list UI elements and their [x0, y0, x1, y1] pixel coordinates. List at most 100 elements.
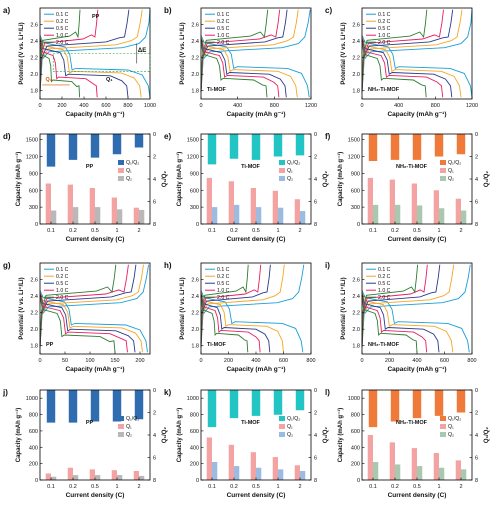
bar-ratio [90, 134, 100, 158]
bar-q1 [272, 190, 278, 224]
annotation-delta-e: ΔE [138, 48, 146, 54]
sample-title: NH₂-Ti-MOF [368, 342, 400, 348]
y-tick-label: 2.4 [352, 39, 360, 45]
charge-curve-0.1C [361, 264, 471, 348]
legend-swatch [440, 168, 446, 173]
y2-tick-label: 6 [475, 200, 478, 206]
y-tick-label: 200 [29, 462, 38, 468]
y2-tick-label: 0 [153, 388, 156, 394]
y-tick-label: 2.0 [30, 72, 38, 78]
y-axis-label: Capacity (mAh g⁻¹) [15, 408, 22, 463]
discharge-curve-0.5C [200, 38, 287, 98]
bar-q2 [256, 207, 262, 224]
discharge-curve-0.1C [361, 35, 473, 98]
charge-curve-0.2C [39, 264, 144, 348]
y-tick-label: 300 [190, 205, 199, 211]
discharge-curve-0.5C [200, 293, 271, 353]
x-tick-label: 0.5 [413, 484, 421, 490]
y-tick-label: 2.2 [30, 311, 38, 317]
discharge-curve-1.0C [39, 39, 98, 98]
x-tick-label: 0.2 [391, 228, 399, 234]
y-axis-label: Capacity (mAh g⁻¹) [176, 152, 183, 207]
legend-label: 0.5 C [217, 281, 230, 287]
bar-q2 [439, 467, 445, 480]
x-axis-label: Current density (C) [66, 492, 125, 499]
legend-label: 0.1 C [56, 267, 69, 273]
bar-q2 [373, 204, 379, 224]
y-tick-label: 1.8 [30, 89, 38, 95]
plot-frame [361, 7, 473, 100]
x-tick-label: 600 [279, 358, 288, 364]
bar-q2 [73, 475, 79, 480]
y2-tick-label: 0 [475, 388, 478, 394]
discharge-curve-0.2C [200, 36, 298, 98]
annotation-q1: Q₁ [106, 77, 113, 83]
x-axis-label: Current density (C) [388, 236, 447, 243]
y-axis-label: Potential (V vs. Li⁺/Li) [18, 277, 25, 339]
chart-panel-5: 0.1 0.2 0.5 1 2 0 300 600 900 1200 1500 0 2 4 6 8 Curren… [325, 132, 490, 243]
x-axis-label: Current density (C) [227, 236, 286, 243]
bar-q2 [278, 469, 284, 480]
charge-curve-0.2C [361, 9, 463, 93]
y-tick-label: 400 [190, 445, 199, 451]
bar-q2 [300, 471, 306, 480]
sample-title: PP [92, 14, 100, 20]
bar-q2 [117, 475, 123, 480]
y-tick-label: 2.0 [352, 327, 360, 333]
x-tick-label: 0.5 [91, 484, 99, 490]
x-tick-label: 100 [85, 358, 94, 364]
legend-label: Q₂ [287, 432, 293, 438]
annotation-box [52, 53, 151, 73]
bar-q1 [133, 207, 139, 224]
bar-ratio [207, 134, 217, 165]
bar-ratio [273, 134, 283, 157]
charge-curve-0.5C [361, 9, 454, 93]
bar-ratio [68, 134, 78, 160]
y-tick-label: 1000 [187, 396, 199, 402]
y-axis-label: Capacity (mAh g⁻¹) [337, 152, 344, 207]
x-axis-label: Current density (C) [66, 236, 125, 243]
panel-letter: a) [3, 6, 10, 15]
x-tick-label: 1 [276, 484, 279, 490]
legend-swatch [118, 416, 124, 421]
legend-label: Q₂ [126, 176, 132, 182]
bar-ratio [134, 390, 144, 420]
discharge-curve-0.1C [200, 290, 304, 353]
bar-ratio [134, 134, 144, 148]
x-axis-label: Current density (C) [227, 492, 286, 499]
legend-label: Q₁ [287, 424, 293, 430]
bar-q1 [250, 188, 256, 224]
panel-letter: f) [325, 132, 331, 141]
legend-label: Q₂ [126, 432, 132, 438]
legend-label: Q₁/Q₂ [126, 416, 139, 422]
charge-curve-0.5C [200, 9, 288, 93]
y2-axis-label: Q₁/Q₂ [162, 427, 168, 443]
y2-tick-label: 0 [475, 132, 478, 138]
discharge-curve-2.0C [39, 296, 116, 353]
y-tick-label: 2.4 [352, 294, 360, 300]
y-tick-label: 2.4 [30, 294, 38, 300]
x-axis-label: Current density (C) [388, 492, 447, 499]
y-axis-label: Potential (V vs. Li⁺/Li) [340, 22, 347, 84]
bar-q2 [51, 476, 57, 480]
x-tick-label: 600 [440, 358, 449, 364]
y2-axis-label: Q₁/Q₂ [484, 427, 490, 443]
sample-title: NH₂-Ti-MOF [396, 420, 428, 426]
bar-q1 [89, 469, 95, 480]
y-tick-label: 2.0 [191, 72, 199, 78]
x-tick-label: 2 [459, 484, 462, 490]
chart-panel-6: 0 50 100 150 200 1.8 2.0 2.2 2.4 2.6 Capacity (mAh… [3, 261, 151, 373]
y-tick-label: 1.8 [191, 89, 199, 95]
legend-label: Q₁ [126, 424, 132, 430]
y-tick-label: 1500 [26, 138, 38, 144]
y2-axis-label: Q₁/Q₂ [484, 171, 490, 187]
x-tick-label: 0.1 [47, 228, 55, 234]
y-tick-label: 2.2 [352, 56, 360, 62]
charge-curve-0.1C [39, 9, 151, 93]
legend-swatch [279, 160, 285, 165]
discharge-curve-0.2C [39, 291, 143, 353]
y-tick-label: 800 [29, 413, 38, 419]
x-tick-label: 0 [360, 103, 363, 109]
y2-tick-label: 4 [475, 433, 478, 439]
sample-title: PP [86, 420, 94, 426]
